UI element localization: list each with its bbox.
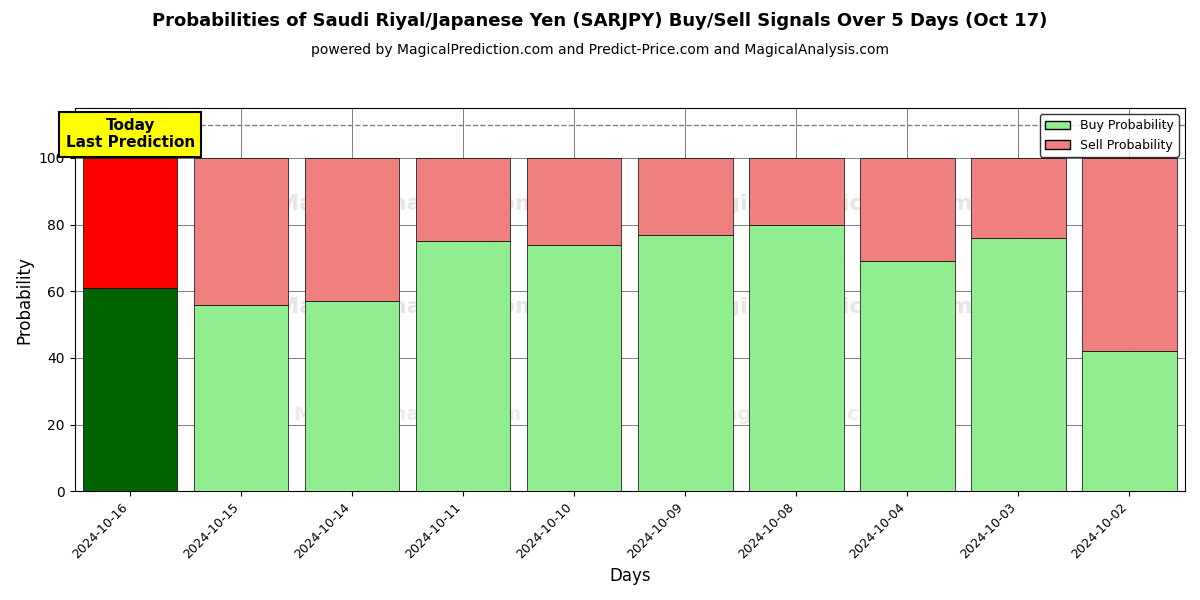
Bar bbox=[194, 158, 288, 305]
Bar bbox=[749, 224, 844, 491]
Text: MagicalAnalysis.com: MagicalAnalysis.com bbox=[277, 297, 539, 317]
Bar bbox=[860, 158, 955, 262]
Text: MagicalAnalysis.com: MagicalAnalysis.com bbox=[277, 194, 539, 214]
Bar bbox=[305, 158, 400, 301]
Bar bbox=[971, 238, 1066, 491]
Bar bbox=[416, 241, 510, 491]
Bar bbox=[1082, 158, 1177, 351]
Bar bbox=[527, 245, 622, 491]
Bar bbox=[305, 301, 400, 491]
Text: Probabilities of Saudi Riyal/Japanese Yen (SARJPY) Buy/Sell Signals Over 5 Days : Probabilities of Saudi Riyal/Japanese Ye… bbox=[152, 12, 1048, 30]
Bar bbox=[860, 262, 955, 491]
Bar bbox=[194, 305, 288, 491]
Bar bbox=[971, 158, 1066, 238]
Bar bbox=[638, 235, 732, 491]
Bar bbox=[749, 158, 844, 224]
Bar bbox=[527, 158, 622, 245]
Legend: Buy Probability, Sell Probability: Buy Probability, Sell Probability bbox=[1040, 114, 1178, 157]
Bar bbox=[83, 288, 178, 491]
Text: powered by MagicalPrediction.com and Predict-Price.com and MagicalAnalysis.com: powered by MagicalPrediction.com and Pre… bbox=[311, 43, 889, 57]
Text: MagicalPrediction.com: MagicalPrediction.com bbox=[704, 405, 954, 424]
Text: MagicalPrediction.com: MagicalPrediction.com bbox=[688, 297, 972, 317]
Text: MagicalPrediction.com: MagicalPrediction.com bbox=[688, 194, 972, 214]
Bar bbox=[638, 158, 732, 235]
X-axis label: Days: Days bbox=[610, 567, 650, 585]
Text: Today
Last Prediction: Today Last Prediction bbox=[66, 118, 194, 151]
Bar bbox=[416, 158, 510, 241]
Y-axis label: Probability: Probability bbox=[16, 256, 34, 344]
Bar bbox=[1082, 351, 1177, 491]
Text: MagicalAnalysis.com: MagicalAnalysis.com bbox=[294, 405, 522, 424]
Bar bbox=[83, 158, 178, 288]
